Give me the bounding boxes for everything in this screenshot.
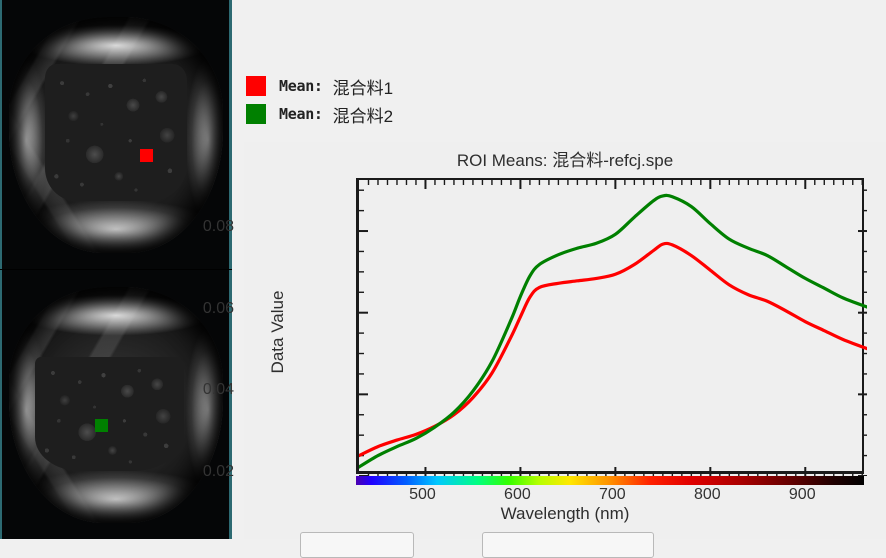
legend-item[interactable]: Mean: 混合料2 (246, 100, 393, 128)
x-axis-label: Wavelength (nm) (500, 504, 630, 523)
x-tick-label: 600 (504, 486, 531, 503)
aggregate-material (34, 357, 185, 471)
image-border-right (229, 270, 232, 539)
chart-title: ROI Means: 混合料-refcj.spe (456, 151, 674, 170)
legend-label: 混合料1 (332, 78, 394, 98)
legend-prefix: Mean: (279, 105, 323, 123)
roi-marker-mixture-1[interactable] (139, 148, 153, 162)
legend-color-swatch-red (246, 76, 266, 96)
y-tick-label: 0.06 (202, 299, 234, 317)
roi-means-plot-window: ROI Means: 混合料-refcj.spe Data Value Wave… (203, 142, 886, 524)
bagged-aggregate-sample-1 (9, 16, 223, 253)
bottom-toolbar-strip (244, 524, 886, 558)
x-tick-label: 700 (599, 486, 626, 503)
y-axis-label: Data Value (268, 290, 287, 374)
roi-marker-mixture-2[interactable] (94, 418, 108, 432)
legend-label: 混合料2 (332, 106, 394, 126)
y-tick-label: 0.02 (202, 463, 234, 480)
aggregate-material (45, 63, 187, 201)
bottom-field-a[interactable] (300, 532, 414, 558)
legend-prefix: Mean: (279, 77, 323, 95)
sample-image-bottom[interactable] (0, 270, 232, 539)
bottom-field-b[interactable] (482, 532, 654, 558)
spectral-curves (359, 180, 867, 476)
image-border-right (229, 0, 232, 269)
legend-color-swatch-green (246, 104, 266, 124)
x-tick-label: 900 (788, 486, 816, 503)
x-tick-label: 500 (409, 486, 436, 503)
y-tick-label: 0.04 (202, 381, 234, 399)
image-border-left (0, 270, 2, 539)
bagged-aggregate-sample-2 (9, 286, 223, 523)
x-tick-label: 800 (693, 486, 721, 503)
hyperspectral-image-panel (0, 0, 232, 539)
y-tick-label: 0.08 (202, 218, 234, 236)
image-border-left (0, 0, 2, 269)
sample-image-top[interactable] (0, 0, 232, 269)
wavelength-colorbar (356, 476, 864, 485)
legend-item[interactable]: Mean: 混合料1 (246, 72, 393, 100)
plot-axes[interactable] (356, 178, 867, 476)
plot-legend: Mean: 混合料1 Mean: 混合料2 (246, 72, 393, 128)
